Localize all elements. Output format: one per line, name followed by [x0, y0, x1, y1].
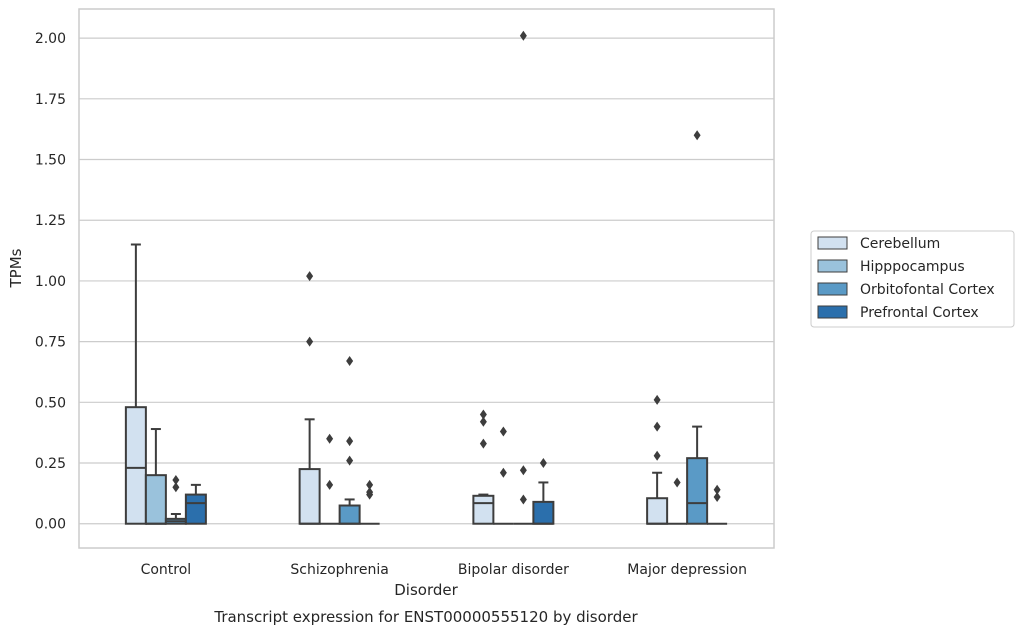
box-3-0 [184, 483, 207, 525]
outlier-2 [519, 30, 527, 41]
box-3-3 [707, 484, 728, 525]
legend-label-0: Cerebellum [860, 236, 940, 252]
gridlines [79, 37, 774, 525]
y-tick-label-2: 0.50 [35, 395, 66, 411]
outlier-0 [519, 494, 527, 505]
y-tick-label-8: 2.00 [35, 31, 66, 47]
box-body [686, 457, 709, 525]
box-body [532, 500, 555, 525]
x-tick-label-1: Schizophrenia [290, 562, 388, 578]
box-2-1 [338, 356, 361, 525]
box-body [472, 494, 495, 525]
y-tick-label-3: 0.75 [35, 335, 66, 351]
outlier-0 [673, 477, 681, 488]
box-body [646, 497, 669, 525]
outlier-0 [479, 438, 487, 449]
outlier-0 [326, 479, 334, 490]
box-1-1 [319, 433, 340, 525]
box-1-2 [493, 426, 514, 525]
box-body [184, 493, 207, 525]
outlier-1 [653, 421, 661, 432]
x-axis-label: Disorder [394, 581, 458, 599]
box-body [298, 468, 321, 525]
plot-frame [78, 8, 775, 549]
outlier-2 [366, 479, 374, 490]
y-axis-label: TPMs [7, 248, 25, 288]
box-0-2 [472, 409, 495, 525]
chart-caption: Transcript expression for ENST0000055512… [213, 608, 638, 626]
legend-swatch-3 [817, 305, 848, 319]
box-0-0 [124, 243, 147, 525]
outlier-0 [499, 467, 507, 478]
box-body [124, 406, 147, 525]
x-tick-label-3: Major depression [627, 562, 747, 578]
box-1-0 [144, 428, 167, 525]
box-2-0 [164, 475, 187, 525]
outlier-1 [346, 436, 354, 447]
outlier-2 [653, 394, 661, 405]
legend-frame [810, 230, 1015, 328]
outlier-2 [346, 356, 354, 367]
outlier-0 [713, 492, 721, 503]
y-tick-label-1: 0.25 [35, 456, 66, 472]
y-axis-ticks: 0.00 0.25 0.50 0.75 1.00 1.25 1.50 1.75 2.00 [35, 31, 66, 533]
outlier-1 [326, 433, 334, 444]
outlier-0 [306, 336, 314, 347]
outlier-1 [366, 487, 374, 498]
box-1-3 [667, 477, 688, 525]
x-axis-ticks: Control Schizophrenia Bipolar disorder Majo… [141, 562, 747, 578]
y-tick-label-4: 1.00 [35, 274, 66, 290]
legend: Cerebellum Hipppocampus Orbitofontal Corte… [810, 230, 1015, 328]
legend-label-2: Orbitofontal Cortex [860, 282, 995, 298]
y-tick-label-5: 1.25 [35, 213, 66, 229]
legend-swatch-1 [817, 259, 848, 273]
legend-label-3: Prefrontal Cortex [860, 305, 979, 321]
box-2-3 [686, 130, 709, 525]
box-3-1 [359, 479, 380, 525]
box-body [338, 504, 361, 525]
outlier-1 [499, 426, 507, 437]
box-2-2 [513, 30, 534, 525]
boxes [124, 30, 728, 525]
box-3-2 [532, 458, 555, 525]
legend-label-1: Hipppocampus [860, 259, 965, 275]
outlier-1 [306, 271, 314, 282]
outlier-0 [172, 482, 180, 493]
y-tick-label-0: 0.00 [35, 517, 66, 533]
outlier-0 [539, 458, 547, 469]
outlier-1 [479, 416, 487, 427]
outlier-0 [693, 130, 701, 141]
outlier-1 [519, 465, 527, 476]
outlier-0 [346, 455, 354, 466]
outlier-1 [172, 475, 180, 486]
y-tick-label-6: 1.50 [35, 153, 66, 169]
outlier-1 [713, 484, 721, 495]
box-0-3 [646, 394, 669, 525]
outlier-0 [653, 450, 661, 461]
outlier-2 [479, 409, 487, 420]
box-body [144, 474, 167, 525]
x-tick-label-2: Bipolar disorder [458, 562, 569, 578]
legend-swatch-0 [817, 236, 848, 250]
x-tick-label-0: Control [141, 562, 192, 578]
legend-swatch-2 [817, 282, 848, 296]
box-0-1 [298, 271, 321, 525]
y-tick-label-7: 1.75 [35, 92, 66, 108]
